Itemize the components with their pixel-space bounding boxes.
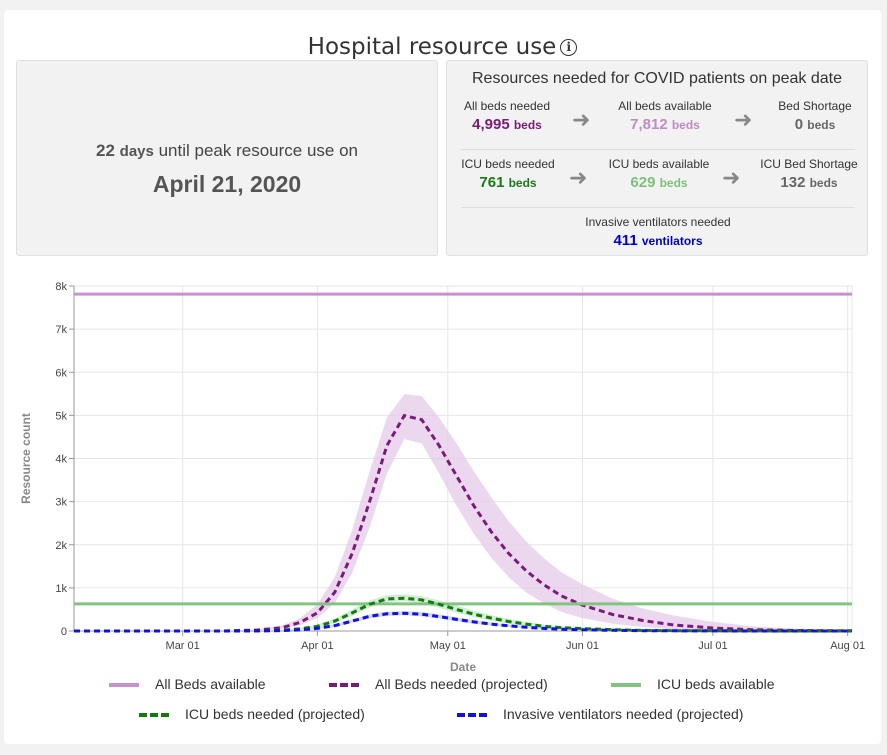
peak-days-number: 22: [96, 141, 115, 160]
all-beds-available-value-row: 7,812 beds: [607, 116, 723, 133]
icu-bed-shortage-value: 132: [780, 174, 806, 191]
legend-label: Invasive ventilators needed (projected): [503, 706, 744, 722]
bed-shortage-value-row: 0 beds: [769, 116, 861, 133]
y-tick-label: 6k: [55, 367, 67, 379]
divider: [461, 149, 855, 150]
info-icon[interactable]: i: [560, 39, 578, 56]
all-beds-available-label: All beds available: [618, 99, 712, 113]
icu-beds-needed-label: ICU beds needed: [461, 157, 555, 171]
icu-bed-shortage-value-row: 132 beds: [753, 174, 865, 191]
icu-bed-shortage-cell: ICU Bed Shortage 132 beds: [753, 157, 865, 191]
x-tick-label: Apr 01: [301, 640, 333, 652]
y-tick-label: 1k: [55, 583, 67, 595]
ventilators-needed-cell: Invasive ventilators needed 411 ventilat…: [447, 215, 869, 249]
legend-item-icu-beds-available[interactable]: ICU beds available: [611, 676, 775, 692]
y-tick-label: 0: [61, 626, 67, 638]
legend-label: ICU beds available: [657, 676, 775, 692]
series-line-3: [74, 596, 852, 633]
page-title: Hospital resource use i: [4, 34, 881, 60]
y-axis-title: Resource count: [19, 413, 33, 504]
icu-bed-shortage-label: ICU Bed Shortage: [760, 157, 858, 171]
peak-days-line: 22 days until peak resource use on: [17, 141, 437, 161]
y-tick-label: 2k: [55, 540, 67, 552]
all-beds-available-cell: All beds available 7,812 beds: [607, 99, 723, 133]
y-tick-label: 4k: [55, 454, 67, 466]
legend-swatch: [457, 713, 487, 718]
arrow-right-icon: ➜: [734, 107, 753, 132]
legend-swatch: [109, 683, 139, 688]
y-tick-label: 5k: [55, 410, 67, 422]
hospital-resource-card: Hospital resource use i 22 days until pea…: [4, 10, 881, 744]
x-tick-label: Mar 01: [166, 640, 200, 652]
all-beds-needed-unit: beds: [513, 118, 542, 132]
ventilators-needed-unit: ventilators: [641, 234, 703, 248]
series-line-4: [74, 611, 852, 633]
x-tick-label: May 01: [430, 640, 466, 652]
all-beds-available-unit: beds: [671, 118, 700, 132]
all-beds-needed-value: 4,995: [472, 116, 510, 133]
y-tick-label: 3k: [55, 497, 67, 509]
legend-label: ICU beds needed (projected): [185, 706, 365, 722]
series-line-1: [74, 413, 853, 633]
title-text: Hospital resource use: [307, 34, 557, 60]
icu-beds-available-unit: beds: [659, 176, 688, 190]
icu-beds-available-label: ICU beds available: [608, 157, 710, 171]
icu-beds-needed-cell: ICU beds needed 761 beds: [453, 157, 563, 191]
icu-beds-needed-unit: beds: [508, 176, 537, 190]
peak-days-label: days: [119, 143, 154, 160]
peak-date: April 21, 2020: [152, 171, 302, 197]
legend-item-all-beds-available[interactable]: All Beds available: [109, 676, 266, 692]
all-beds-available-value: 7,812: [630, 116, 668, 133]
resources-title: Resources needed for COVID patients on p…: [472, 70, 842, 87]
bed-shortage-unit: beds: [807, 118, 836, 132]
legend-label: All Beds needed (projected): [375, 676, 548, 692]
peak-summary-panel: 22 days until peak resource use on April…: [16, 60, 438, 256]
icu-beds-needed-value-row: 761 beds: [453, 174, 563, 191]
peak-line-text: until peak resource use on: [158, 141, 358, 160]
legend-swatch: [139, 713, 169, 718]
x-axis-title: Date: [450, 660, 476, 674]
bed-shortage-value: 0: [794, 116, 804, 133]
icu-beds-needed-value: 761: [479, 174, 505, 191]
y-tick-label: 8k: [55, 281, 67, 293]
divider: [461, 207, 855, 208]
all-beds-needed-cell: All beds needed 4,995 beds: [457, 99, 557, 133]
resource-chart: 0 1k 2k 3k 4k 5k 6k 7k 8k Mar 01 Apr 01 May 01 Jun 0…: [19, 281, 865, 674]
legend-item-icu-beds-needed[interactable]: ICU beds needed (projected): [139, 706, 365, 722]
bed-shortage-cell: Bed Shortage 0 beds: [769, 99, 861, 133]
icu-beds-available-cell: ICU beds available 629 beds: [599, 157, 719, 191]
icu-bed-shortage-unit: beds: [809, 176, 838, 190]
legend-item-all-beds-needed[interactable]: All Beds needed (projected): [329, 676, 548, 692]
legend-swatch: [329, 683, 359, 688]
all-beds-needed-value-row: 4,995 beds: [457, 116, 557, 133]
x-tick-label: Jul 01: [698, 640, 727, 652]
bed-shortage-label: Bed Shortage: [778, 99, 852, 113]
series-band-1: [74, 394, 852, 631]
arrow-right-icon: ➜: [569, 165, 588, 190]
ventilators-needed-value-row: 411 ventilators: [447, 232, 869, 249]
series-band-3: [74, 594, 852, 631]
ventilators-needed-label: Invasive ventilators needed: [585, 215, 731, 229]
all-beds-needed-label: All beds needed: [463, 99, 551, 113]
arrow-right-icon: ➜: [722, 165, 741, 190]
y-tick-label: 7k: [55, 324, 67, 336]
x-tick-label: Aug 01: [830, 640, 865, 652]
x-tick-label: Jun 01: [566, 640, 599, 652]
icu-beds-available-value-row: 629 beds: [599, 174, 719, 191]
legend-swatch: [611, 683, 641, 688]
icu-beds-available-value: 629: [630, 174, 656, 191]
legend-item-ventilators-needed[interactable]: Invasive ventilators needed (projected): [457, 706, 743, 722]
ventilators-needed-value: 411: [613, 232, 638, 249]
resources-panel: Resources needed for COVID patients on p…: [446, 60, 868, 256]
arrow-right-icon: ➜: [572, 107, 591, 132]
legend-label: All Beds available: [155, 676, 266, 692]
